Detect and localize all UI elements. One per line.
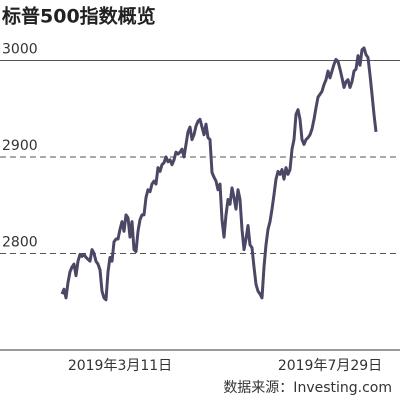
- x-tick-label: 2019年3月11日: [68, 358, 172, 374]
- x-tick-label: 2019年7月29日: [278, 358, 382, 374]
- y-tick-label: 3000: [2, 41, 38, 57]
- y-tick-label: 2800: [2, 234, 38, 250]
- price-line: [60, 46, 378, 302]
- source-note: 数据来源：Investing.com: [223, 380, 392, 396]
- chart-title: 标普500指数概览: [2, 5, 156, 28]
- y-tick-label: 2900: [2, 138, 38, 154]
